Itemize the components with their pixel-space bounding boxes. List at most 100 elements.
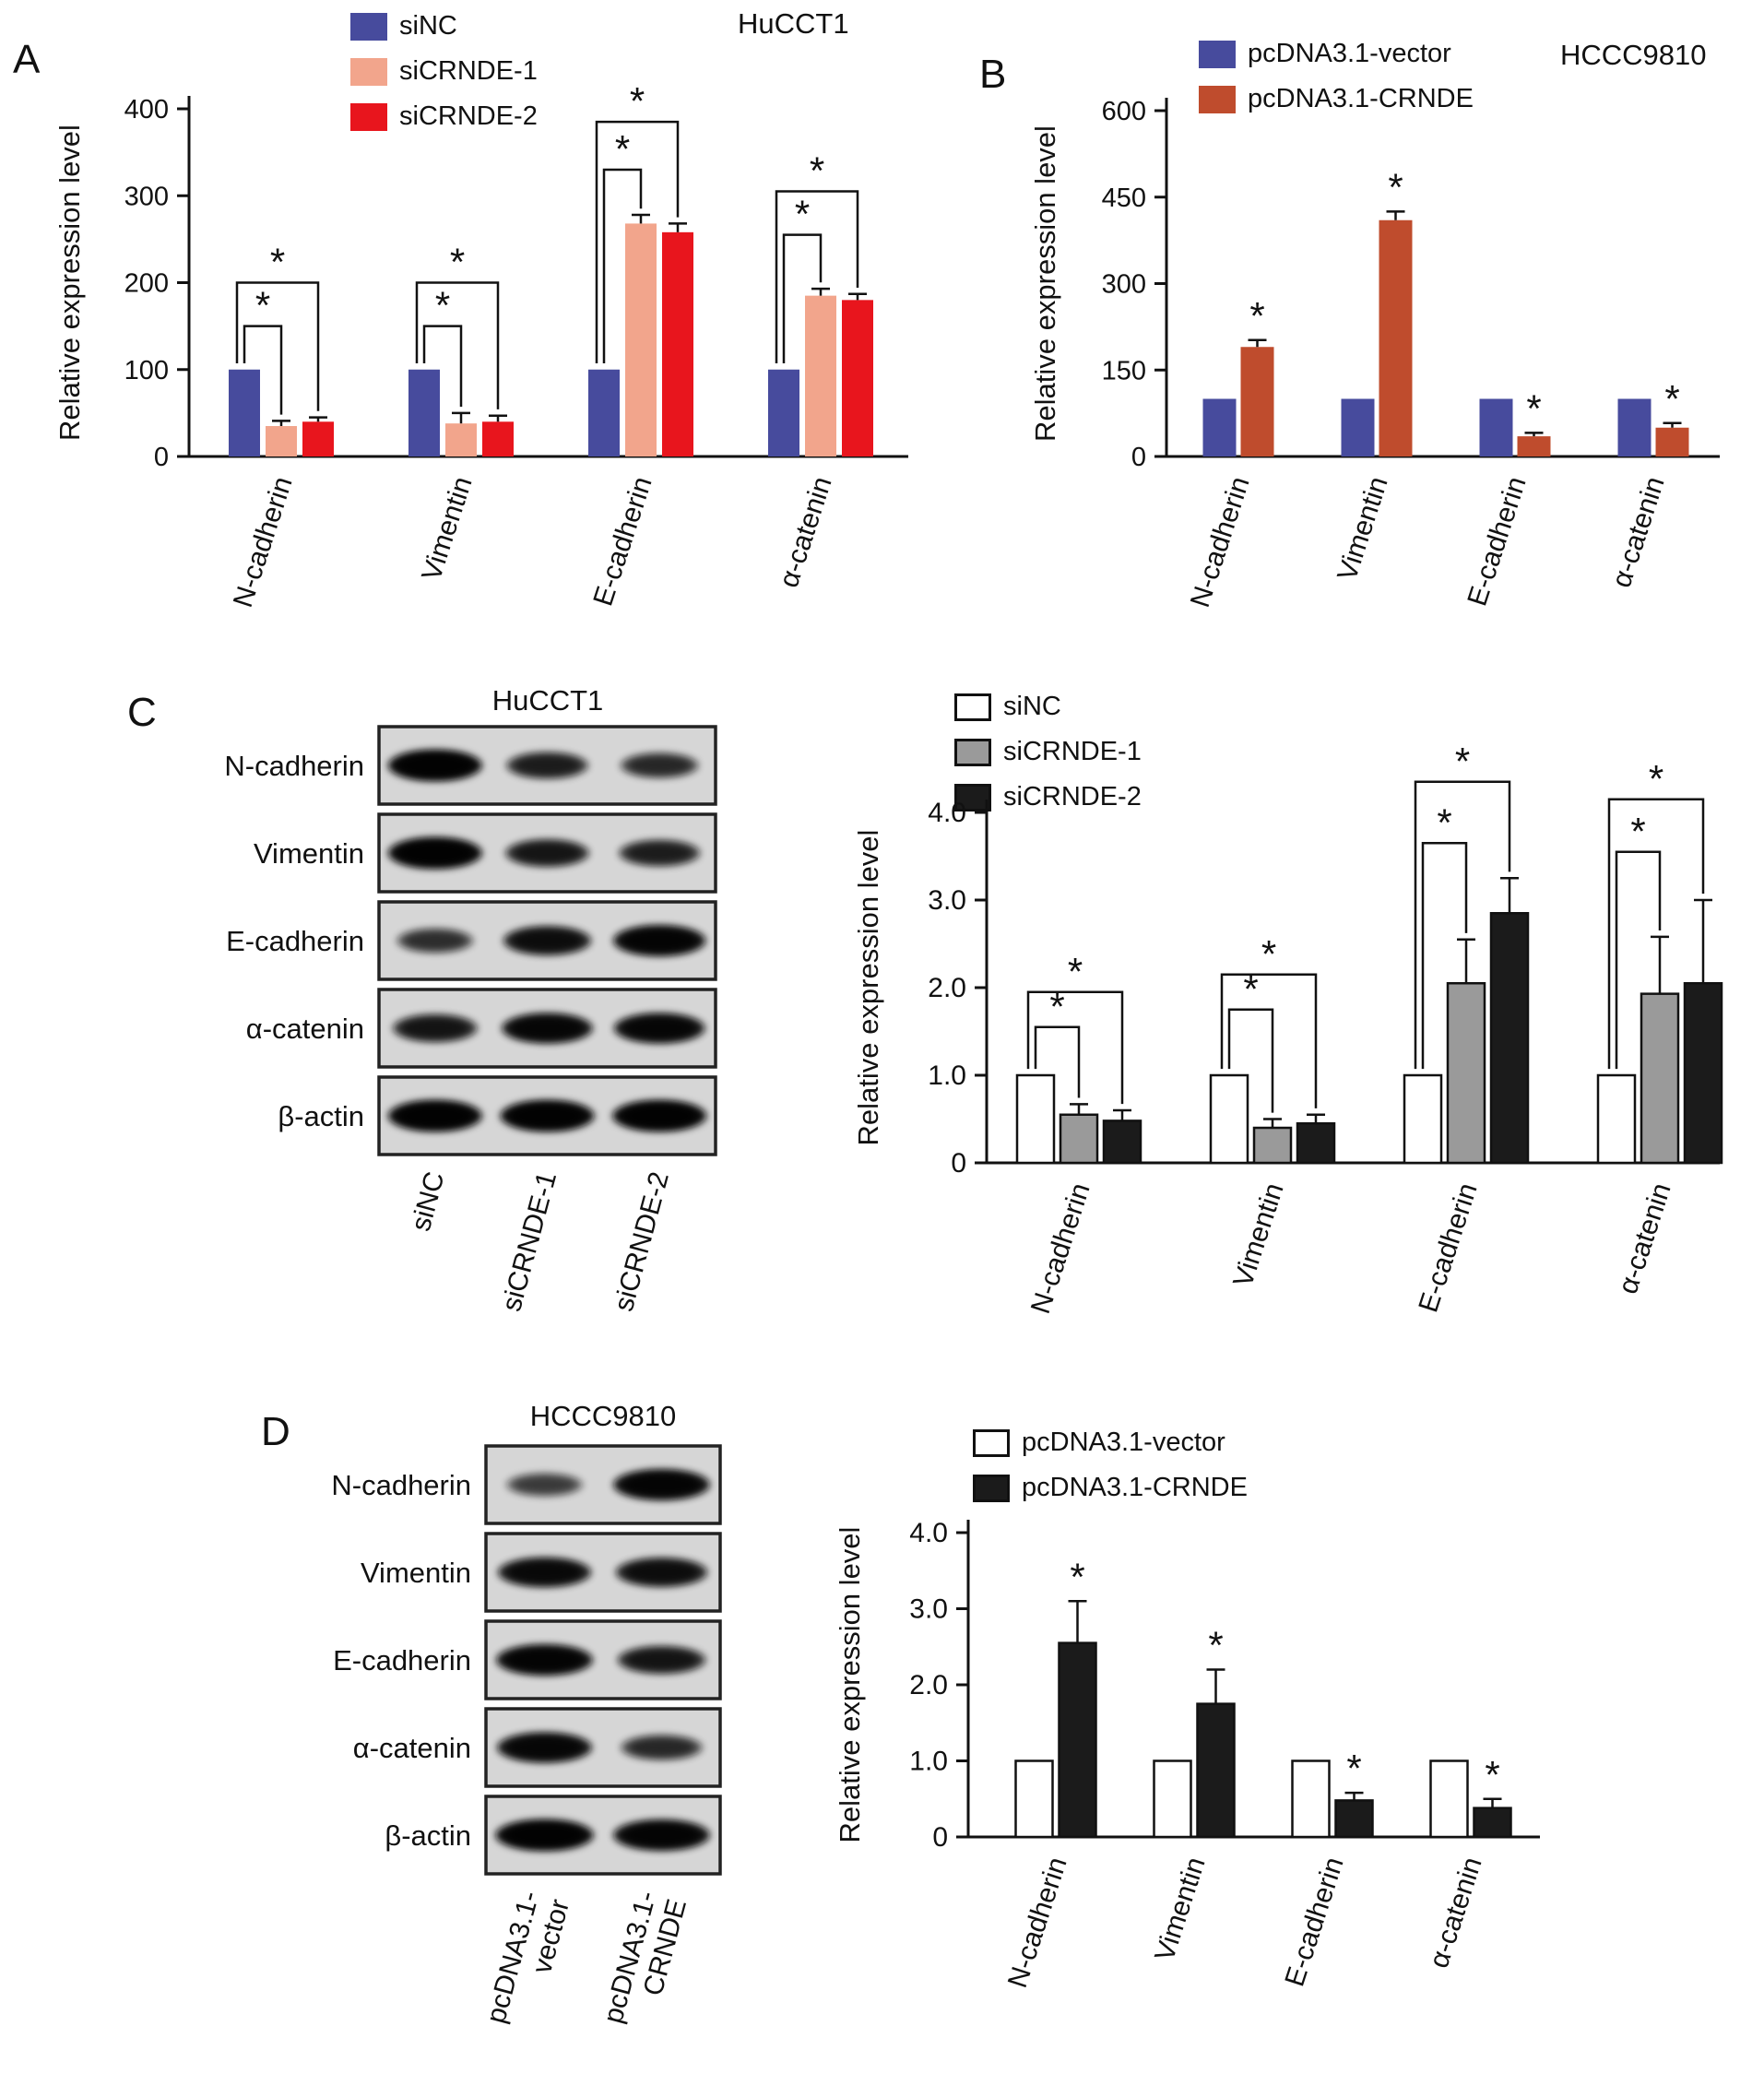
significance-bracket [1026, 990, 1124, 1105]
legend-label: siCRNDE-1 [399, 56, 538, 86]
significance-star: * [1485, 1753, 1499, 1796]
panel-d-western-blot: N-cadherin Vimentin E-cadherin α-catenin β-a… [331, 1444, 722, 2027]
x-category-label: α-catenin [1424, 1854, 1488, 1972]
legend-swatch [1199, 40, 1236, 68]
y-tick-label: 150 [1102, 356, 1146, 385]
blot-band-core [507, 1560, 582, 1584]
y-tick-label: 100 [124, 356, 169, 385]
bar [1379, 219, 1413, 456]
significance-star: * [795, 193, 810, 236]
bar [1059, 1113, 1099, 1165]
y-tick-label: 2.0 [928, 973, 966, 1003]
legend-item: pcDNA3.1-CRNDE [1199, 84, 1474, 114]
y-tick-label: 0 [1131, 443, 1146, 472]
significance-bracket [415, 281, 500, 409]
blot-row-label: Vimentin [254, 837, 364, 870]
bar [1489, 912, 1530, 1165]
legend-label: siCRNDE-2 [1003, 782, 1142, 812]
legend-item: pcDNA3.1-vector [973, 1428, 1248, 1458]
blot-band-core [514, 755, 581, 776]
bar [1252, 1126, 1293, 1165]
panel-b-legend: pcDNA3.1-vector pcDNA3.1-CRNDE [1199, 39, 1474, 114]
blot-band-core [504, 1823, 585, 1847]
bar [408, 369, 440, 456]
significance-bracket [243, 325, 283, 415]
panel-d-blot-title: HCCC9810 [529, 1400, 677, 1432]
bar [1334, 1799, 1374, 1839]
x-category-label: N-cadherin [1025, 1179, 1096, 1318]
significance-star: * [1437, 800, 1451, 844]
legend-item: siCRNDE-2 [954, 782, 1142, 812]
x-category-label: Vimentin [416, 473, 478, 585]
blot-lane-label: pcDNA3.1-vector [480, 1888, 575, 2026]
legend-item: siNC [350, 11, 538, 41]
bar [805, 295, 836, 456]
legend-swatch [350, 12, 387, 41]
bar [1479, 398, 1513, 456]
bar [1446, 982, 1486, 1165]
blot-row-label: β-actin [385, 1819, 471, 1852]
blot-lane-label: siCRNDE-1 [496, 1168, 562, 1314]
blot-band-core [401, 1017, 469, 1039]
y-tick-label: 600 [1102, 97, 1146, 126]
blot-row-label: β-actin [278, 1100, 364, 1132]
panel-b-bar-chart: 0 150 300 450 600 Relative expression level N-… [1029, 97, 1720, 611]
bar [1683, 982, 1723, 1165]
significance-star: * [435, 284, 450, 327]
significance-star: * [615, 127, 630, 171]
blot-band-core [628, 755, 692, 776]
legend-swatch [1199, 85, 1236, 113]
significance-star: * [810, 149, 824, 193]
x-category-label: E-cadherin [1279, 1854, 1349, 1990]
significance-star: * [1261, 932, 1276, 976]
blot-band-core [511, 1016, 584, 1040]
y-tick-label: 0 [951, 1148, 966, 1179]
legend-item: siCRNDE-1 [350, 56, 538, 87]
y-tick-label: 300 [124, 182, 169, 211]
bar [1102, 1120, 1142, 1165]
panel-b-letter: B [979, 52, 1007, 97]
x-category-label: Vimentin [1332, 473, 1393, 585]
significance-star: * [450, 241, 465, 284]
blot-band-core [626, 1649, 697, 1671]
significance-bracket [235, 281, 320, 411]
bar [229, 369, 260, 456]
panel-b-cell-line-title: HCCC9810 [1560, 39, 1707, 71]
significance-star: * [1068, 950, 1083, 993]
significance-star: * [1346, 1747, 1361, 1790]
panel-c-legend: siNC siCRNDE-1 siCRNDE-2 [954, 692, 1142, 812]
x-category-label: N-cadherin [228, 473, 299, 611]
blot-lane-label: siCRNDE-2 [609, 1168, 675, 1314]
bar [302, 421, 334, 456]
significance-star: * [1208, 1624, 1223, 1667]
y-tick-label: 4.0 [909, 1518, 948, 1548]
y-axis-label: Relative expression level [834, 1527, 866, 1843]
y-tick-label: 3.0 [928, 885, 966, 916]
x-category-label: E-cadherin [1413, 1179, 1483, 1316]
bar [1291, 1759, 1331, 1839]
y-axis-label: Relative expression level [1029, 125, 1061, 442]
panel-a-bar-chart: 0 100 200 300 400 Relative expression level N-… [53, 79, 908, 611]
legend-label: pcDNA3.1-vector [1248, 39, 1451, 68]
blot-band-core [397, 841, 473, 865]
legend-swatch [973, 1474, 1010, 1502]
blot-row-label: α-catenin [246, 1013, 364, 1045]
significance-bracket [1227, 1008, 1274, 1113]
legend-item: siCRNDE-1 [954, 737, 1142, 767]
bar [1202, 398, 1237, 456]
significance-bracket [1607, 798, 1705, 1070]
legend-item: pcDNA3.1-vector [1199, 39, 1474, 69]
significance-bracket [1034, 1025, 1081, 1098]
significance-star: * [1630, 810, 1645, 853]
blot-lane-label-line: siCRNDE-1 [496, 1168, 562, 1314]
x-category-label: Vimentin [1227, 1179, 1289, 1291]
legend-swatch [954, 738, 991, 766]
y-tick-label: 450 [1102, 184, 1146, 213]
bar [588, 369, 620, 456]
bar [1296, 1122, 1336, 1165]
bar [1429, 1759, 1469, 1839]
legend-swatch [350, 102, 387, 131]
blot-band-core [404, 931, 467, 950]
panel-d-letter: D [261, 1409, 290, 1454]
significance-bracket [782, 233, 823, 363]
